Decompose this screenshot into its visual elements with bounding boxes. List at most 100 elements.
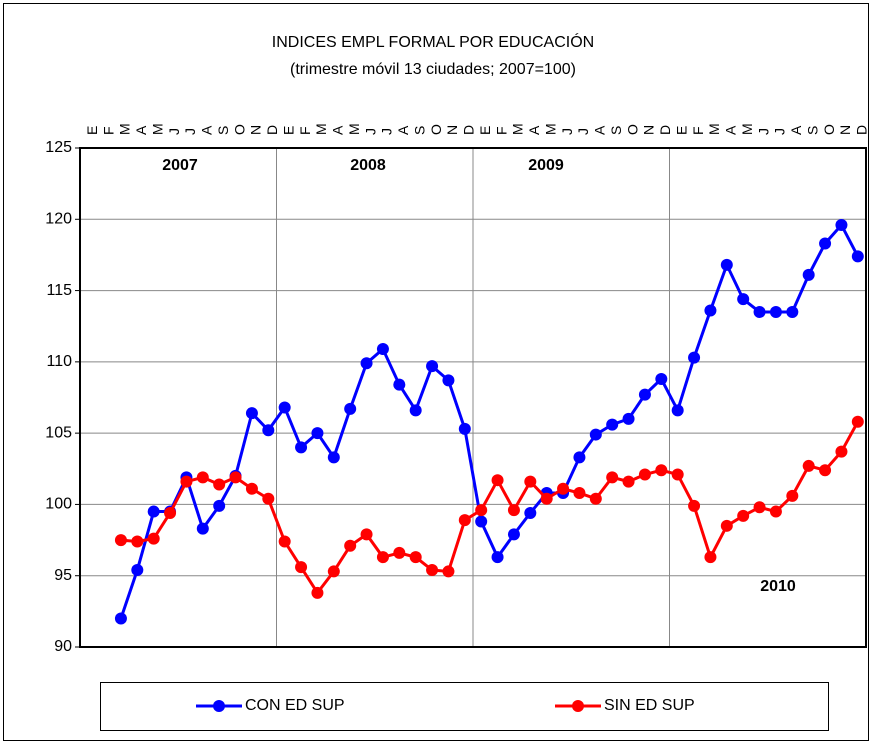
marker xyxy=(262,492,275,505)
x-tick-label: J xyxy=(166,128,182,135)
y-tick-label: 110 xyxy=(46,353,72,370)
plot-area xyxy=(79,147,867,648)
legend-marker xyxy=(213,700,225,712)
marker xyxy=(524,506,537,519)
x-tick-label: M xyxy=(542,123,558,135)
x-tick-label: F xyxy=(493,126,509,135)
series-line xyxy=(120,421,860,596)
x-tick-label: A xyxy=(526,125,542,135)
marker xyxy=(737,509,750,522)
marker xyxy=(409,404,422,417)
marker xyxy=(229,471,242,484)
marker xyxy=(704,551,717,564)
marker xyxy=(704,304,717,317)
marker xyxy=(114,612,127,625)
x-tick-label: E xyxy=(477,126,493,135)
marker xyxy=(606,471,619,484)
marker xyxy=(753,305,766,318)
marker xyxy=(360,357,373,370)
marker xyxy=(786,305,799,318)
marker xyxy=(426,564,439,577)
marker xyxy=(213,499,226,512)
year-label: 2010 xyxy=(760,578,796,595)
x-tick-label: E xyxy=(280,126,296,135)
marker xyxy=(131,535,144,548)
marker xyxy=(147,505,160,518)
marker xyxy=(278,535,291,548)
chart-subtitle: (trimestre móvil 13 ciudades; 2007=100) xyxy=(290,61,576,78)
marker xyxy=(622,475,635,488)
marker xyxy=(213,478,226,491)
x-tick-label: A xyxy=(133,125,149,135)
marker xyxy=(737,293,750,306)
x-tick-label: M xyxy=(706,123,722,135)
marker xyxy=(262,424,275,437)
marker xyxy=(295,441,308,454)
x-tick-label: O xyxy=(821,124,837,135)
x-tick-label: J xyxy=(559,128,575,135)
marker xyxy=(802,459,815,472)
marker xyxy=(491,551,504,564)
x-tick-label: J xyxy=(362,128,378,135)
marker xyxy=(442,565,455,578)
marker xyxy=(507,504,520,517)
x-tick-label: D xyxy=(461,125,477,135)
marker xyxy=(769,305,782,318)
x-tick-label: O xyxy=(231,124,247,135)
marker xyxy=(589,492,602,505)
marker xyxy=(327,565,340,578)
marker xyxy=(606,418,619,431)
x-tick-label: F xyxy=(690,126,706,135)
x-tick-label: M xyxy=(313,123,329,135)
marker xyxy=(278,401,291,414)
x-tick-label: N xyxy=(837,125,853,135)
x-tick-label: M xyxy=(510,123,526,135)
x-tick-label: S xyxy=(411,126,427,135)
x-tick-label: N xyxy=(641,125,657,135)
frame xyxy=(3,3,869,741)
marker xyxy=(475,515,488,528)
x-tick-label: M xyxy=(346,123,362,135)
y-tick-label: 120 xyxy=(45,211,72,228)
marker xyxy=(819,237,832,250)
marker xyxy=(638,468,651,481)
marker xyxy=(851,415,864,428)
x-tick-label: D xyxy=(854,125,870,135)
marker xyxy=(753,501,766,514)
marker xyxy=(196,522,209,535)
x-tick-label: A xyxy=(788,125,804,135)
x-tick-label: M xyxy=(149,123,165,135)
marker xyxy=(688,351,701,364)
marker xyxy=(573,487,586,500)
marker xyxy=(720,519,733,532)
x-tick-label: S xyxy=(804,126,820,135)
marker xyxy=(458,514,471,527)
x-tick-label: M xyxy=(739,123,755,135)
marker xyxy=(458,422,471,435)
year-label: 2008 xyxy=(350,157,386,174)
marker xyxy=(147,532,160,545)
x-tick-label: E xyxy=(84,126,100,135)
marker xyxy=(311,586,324,599)
year-label: 2007 xyxy=(162,157,198,174)
legend-marker xyxy=(572,700,584,712)
marker xyxy=(655,464,668,477)
x-tick-label: O xyxy=(428,124,444,135)
x-tick-label: M xyxy=(117,123,133,135)
y-tick-label: 105 xyxy=(45,424,72,441)
x-tick-label: J xyxy=(182,128,198,135)
year-label: 2009 xyxy=(528,157,564,174)
marker xyxy=(327,451,340,464)
x-tick-label: F xyxy=(297,126,313,135)
marker xyxy=(426,360,439,373)
marker xyxy=(491,474,504,487)
marker xyxy=(180,475,193,488)
x-tick-label: D xyxy=(657,125,673,135)
marker xyxy=(409,551,422,564)
x-tick-label: O xyxy=(624,124,640,135)
x-tick-label: E xyxy=(673,126,689,135)
marker xyxy=(131,564,144,577)
marker xyxy=(442,374,455,387)
series-line xyxy=(119,222,860,619)
marker xyxy=(622,412,635,425)
